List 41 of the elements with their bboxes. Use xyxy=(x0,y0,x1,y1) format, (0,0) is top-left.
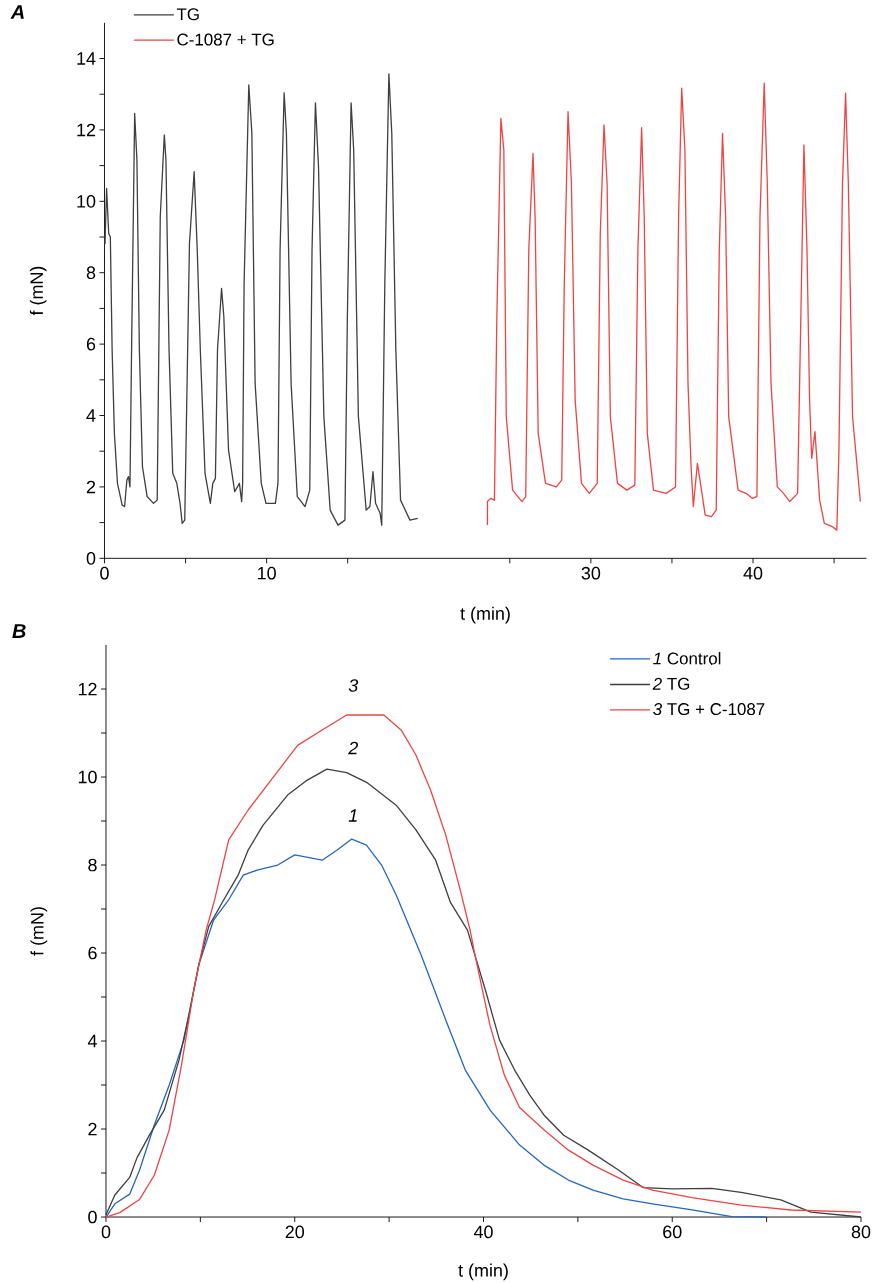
x-tick-label: 40 xyxy=(743,566,763,580)
y-axis-title: f (mN) xyxy=(30,907,48,956)
y-tick-label: 4 xyxy=(87,1034,97,1048)
legend-label: C-1087 + TG xyxy=(177,33,274,46)
legend-label: 2 TG xyxy=(652,677,690,690)
y-tick-label: 10 xyxy=(77,194,96,208)
chart-title: B xyxy=(12,624,26,638)
y-tick-label: 0 xyxy=(88,1210,97,1224)
x-tick-label: 0 xyxy=(101,1225,111,1239)
x-tick-label: 0 xyxy=(100,566,109,580)
legend-label: TG xyxy=(176,8,199,21)
x-tick-label: 10 xyxy=(258,566,276,580)
x-tick-label: 20 xyxy=(285,1225,305,1239)
x-tick-label: 80 xyxy=(851,1225,871,1239)
line-series xyxy=(486,82,861,531)
y-tick-label: 8 xyxy=(88,858,97,872)
line-series xyxy=(104,73,419,526)
legend-label: 1 Control xyxy=(653,652,721,665)
y-tick-label: 2 xyxy=(88,1122,97,1136)
y-tick-label: 6 xyxy=(86,337,96,351)
y-tick-label: 6 xyxy=(88,946,97,960)
annotation: 2 xyxy=(348,741,358,755)
y-tick-label: 12 xyxy=(77,123,96,137)
annotation: 3 xyxy=(348,679,359,692)
y-tick-label: 0 xyxy=(86,551,96,565)
legend-label: 3 TG + C-1087 xyxy=(653,703,765,716)
y-tick-label: 8 xyxy=(86,266,96,280)
annotation: 1 xyxy=(348,809,357,822)
x-tick-label: 40 xyxy=(473,1225,493,1239)
x-tick-label: 30 xyxy=(581,566,601,580)
x-axis-title: t (min) xyxy=(458,1263,508,1281)
line-series xyxy=(105,838,767,1218)
chart-title: A xyxy=(10,5,24,19)
x-axis-title: t (min) xyxy=(460,606,510,624)
y-tick-label: 14 xyxy=(77,52,96,65)
y-tick-label: 12 xyxy=(78,682,97,696)
y-tick-label: 2 xyxy=(86,480,96,494)
y-tick-label: 10 xyxy=(78,770,97,784)
y-tick-label: 4 xyxy=(86,409,96,422)
x-tick-label: 60 xyxy=(663,1225,682,1239)
y-axis-title: f (mN) xyxy=(29,266,47,316)
